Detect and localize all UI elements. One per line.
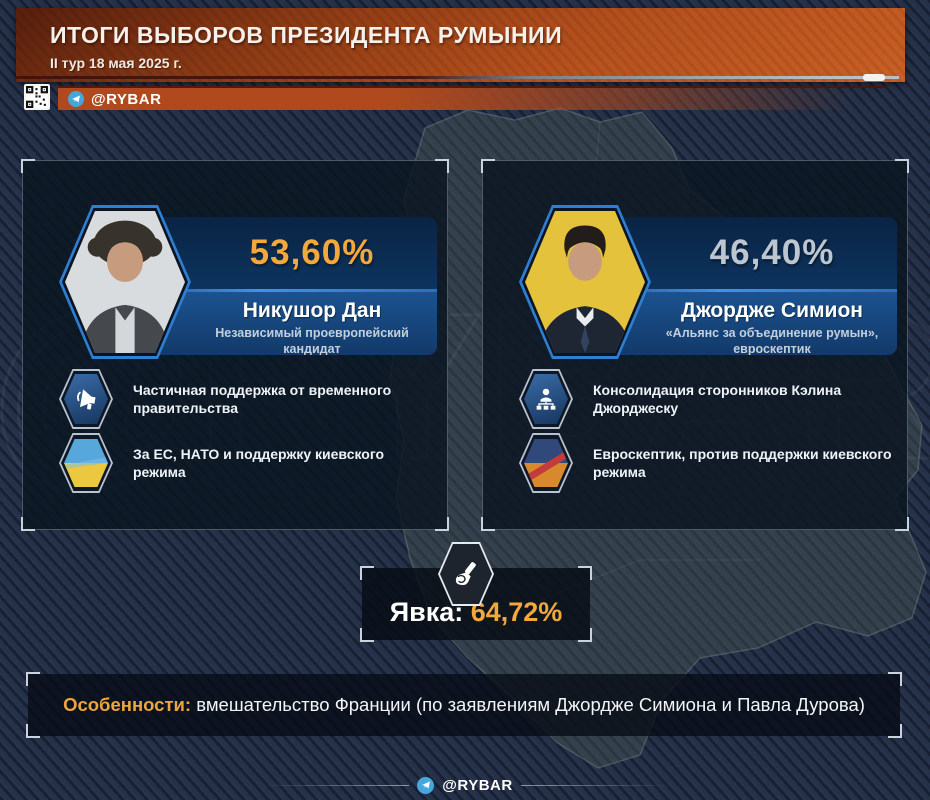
telegram-icon [68, 91, 84, 107]
candidate-point: Частичная поддержка от временного правит… [59, 369, 433, 429]
footer-rule-left [261, 784, 410, 786]
crossed-flag-icon [519, 433, 573, 493]
candidate-point: Консолидация сторонников Кэлина Джорджес… [519, 369, 893, 429]
point-text: Евроскептик, против поддержки киевского … [593, 445, 892, 480]
candidate-point: Евроскептик, против поддержки киевского … [519, 433, 893, 493]
turnout-value: 64,72% [470, 597, 563, 627]
candidate-card-george-simion: 46,40% Джордже Симион «Альянс за объедин… [481, 159, 909, 531]
megaphone-icon [59, 369, 113, 429]
header-divider [16, 74, 899, 81]
header-divider-pill [863, 74, 885, 81]
candidate-photo [519, 205, 651, 359]
voting-hand-icon [438, 542, 494, 606]
features-label: Особенности: [63, 694, 192, 715]
candidate-info-panel: 53,60% Никушор Дан Независимый проевропе… [141, 217, 437, 355]
candidate-point: За ЕС, НАТО и поддержку киевского режима [59, 433, 433, 493]
header-banner: ИТОГИ ВЫБОРОВ ПРЕЗИДЕНТА РУМЫНИИ II тур … [16, 8, 905, 82]
candidate-description: «Альянс за объединение румын», евроскепт… [665, 326, 879, 355]
page-subtitle: II тур 18 мая 2025 г. [50, 55, 182, 71]
point-text: За ЕС, НАТО и поддержку киевского режима [133, 445, 385, 480]
footer-channel-handle[interactable]: @RYBAR [442, 776, 513, 794]
point-text: Частичная поддержка от временного правит… [133, 381, 392, 416]
vote-percentage: 46,40% [709, 233, 835, 272]
features-text: вмешательство Франции (по заявлениям Джо… [191, 694, 865, 715]
qr-code[interactable] [24, 84, 50, 110]
page-title: ИТОГИ ВЫБОРОВ ПРЕЗИДЕНТА РУМЫНИИ [50, 22, 563, 48]
candidate-description: Независимый проевропейский кандидат [215, 326, 409, 355]
candidate-info-panel: 46,40% Джордже Симион «Альянс за объедин… [601, 217, 897, 355]
panel-divider [141, 289, 437, 292]
candidate-name: Джордже Симион [681, 299, 863, 322]
point-text: Консолидация сторонников Кэлина Джорджес… [593, 381, 842, 416]
vote-percentage: 53,60% [249, 233, 375, 272]
candidate-card-nicusor-dan: 53,60% Никушор Дан Независимый проевропе… [21, 159, 449, 531]
candidate-name: Никушор Дан [242, 299, 382, 322]
channel-handle: @RYBAR [91, 90, 162, 108]
channel-strip[interactable]: @RYBAR [58, 86, 888, 110]
supporters-hierarchy-icon [519, 369, 573, 429]
ukraine-flag-icon [59, 433, 113, 493]
features-box: Особенности: вмешательство Франции (по з… [26, 672, 902, 738]
footer: @RYBAR [0, 774, 930, 796]
candidate-photo [59, 205, 191, 359]
panel-divider [601, 289, 897, 292]
telegram-icon [417, 776, 435, 794]
footer-rule-right [520, 784, 669, 786]
